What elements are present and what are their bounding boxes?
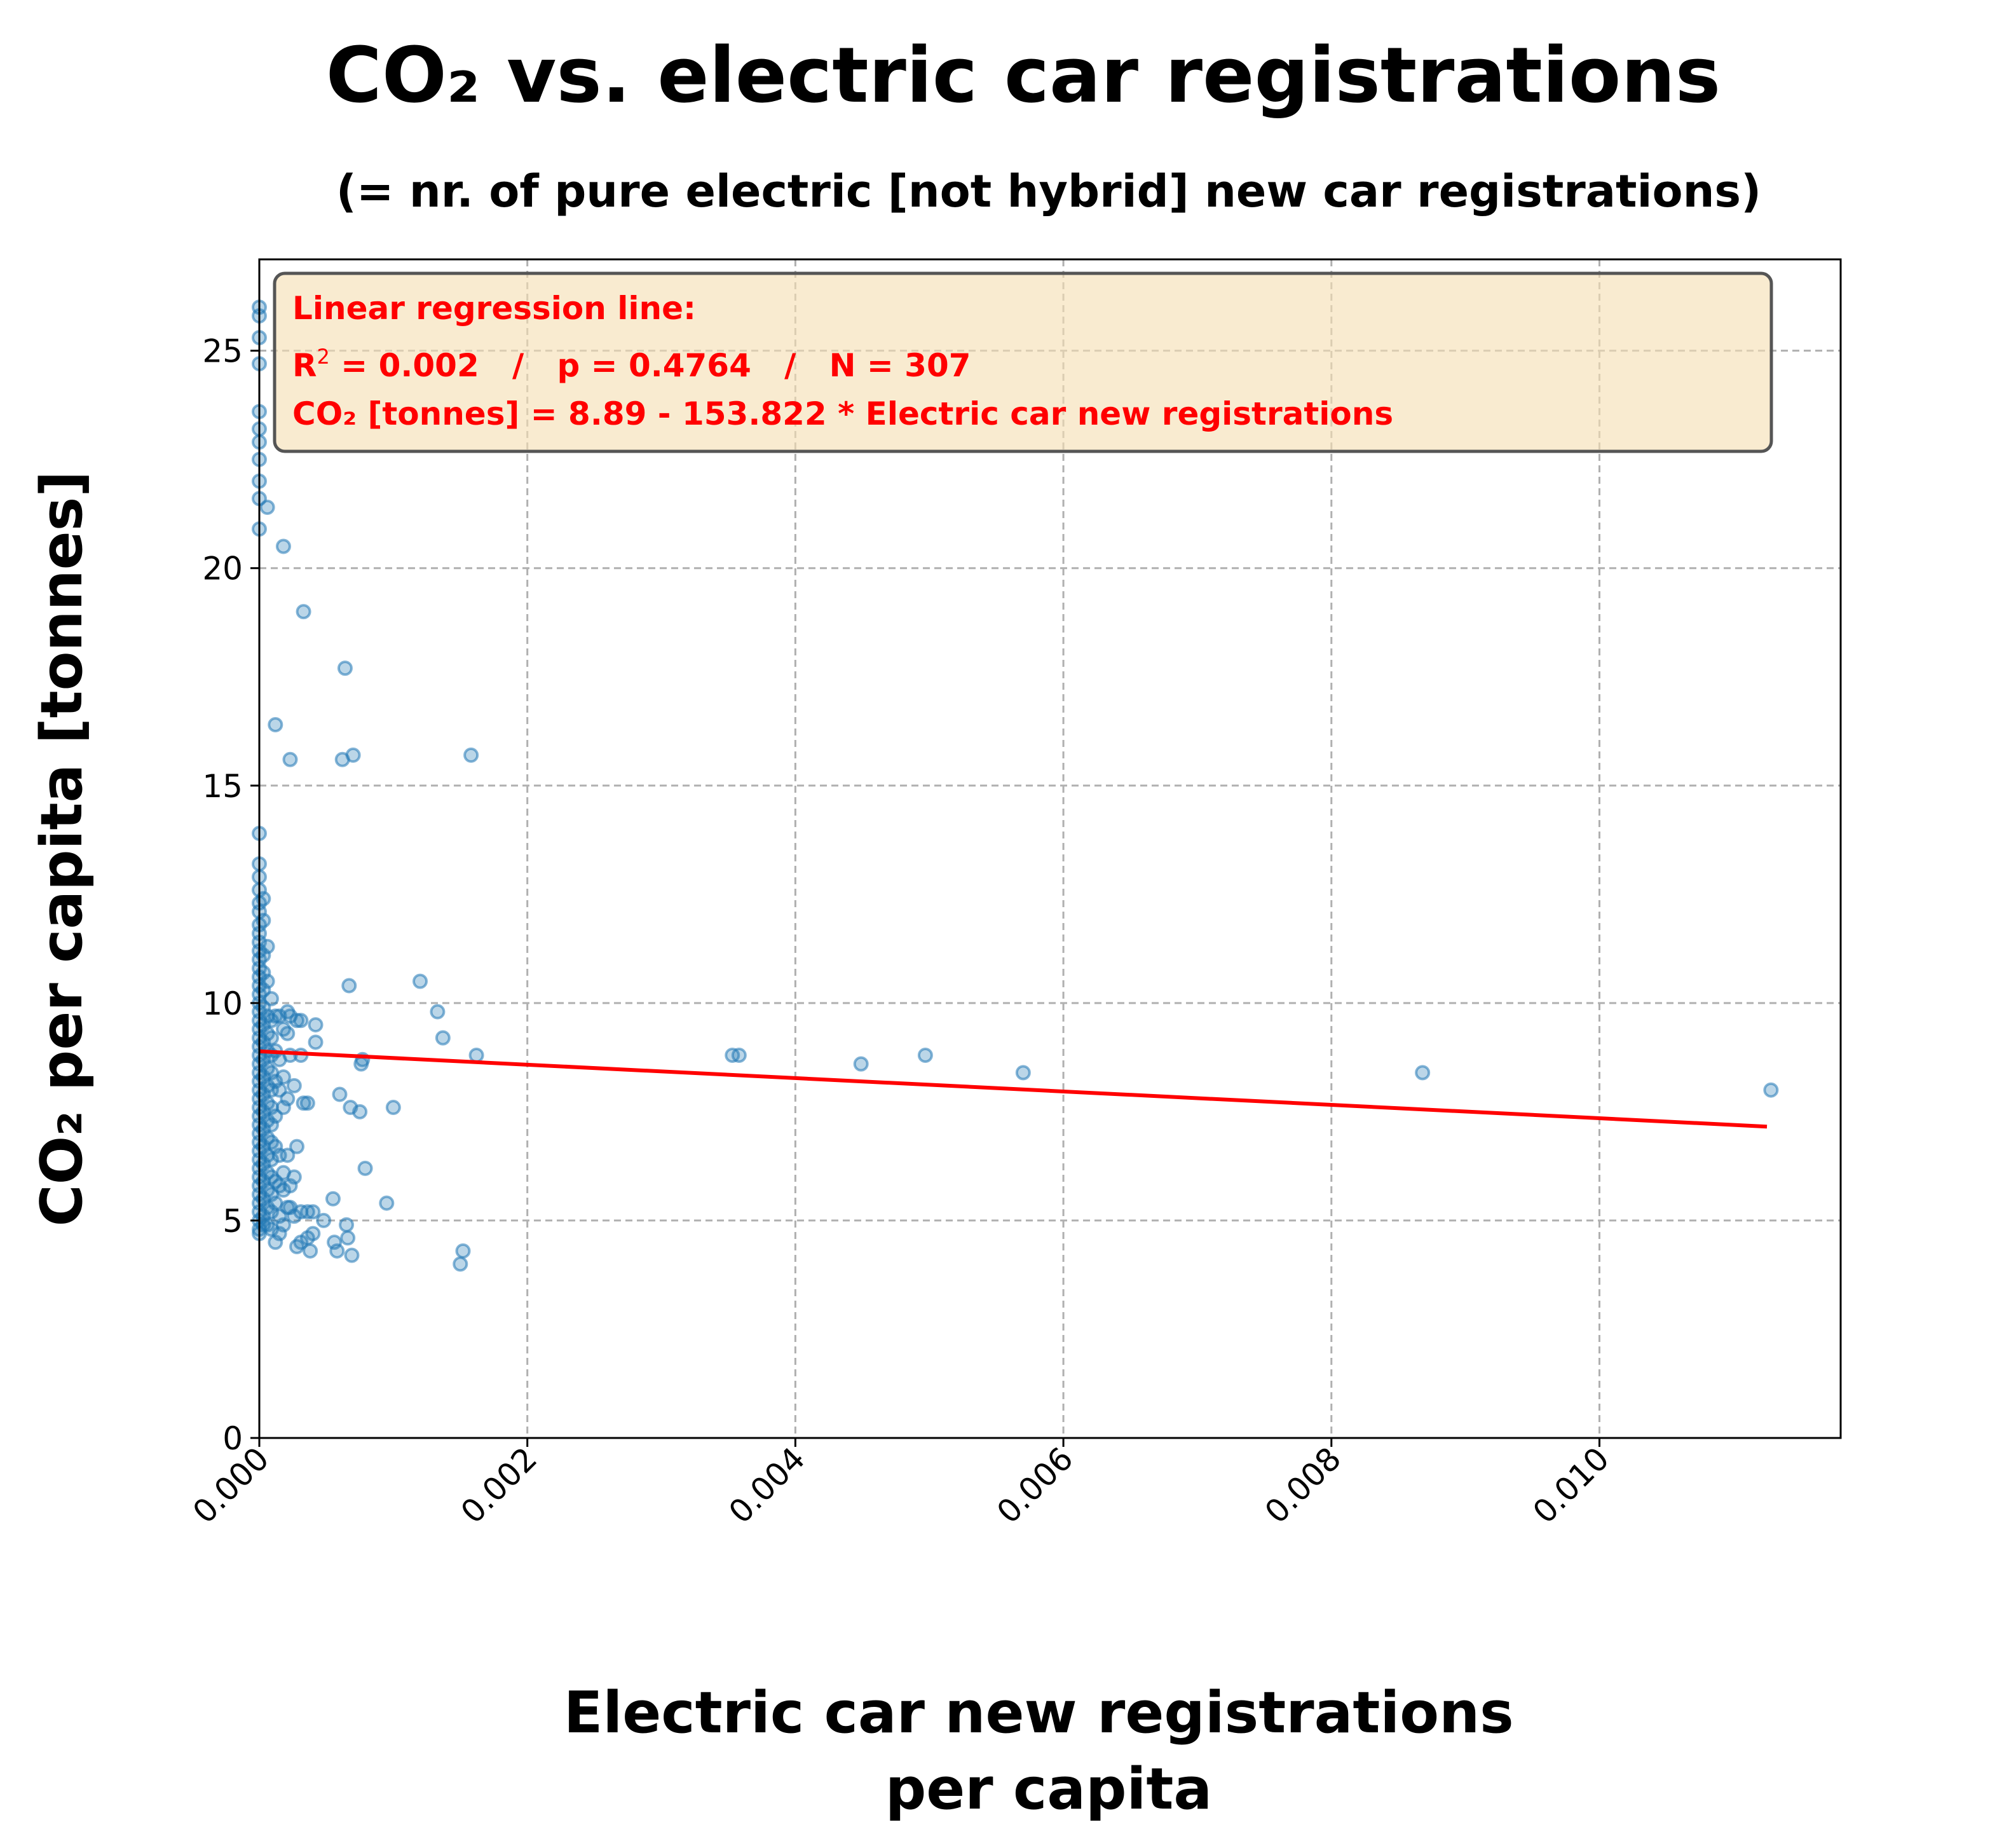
data-point xyxy=(344,1247,360,1263)
data-point xyxy=(316,1212,332,1228)
data-point xyxy=(1415,1065,1431,1081)
x-axis-label-line-2: per capita xyxy=(885,1756,1212,1823)
data-point xyxy=(339,1217,355,1233)
data-point xyxy=(259,938,275,954)
data-point xyxy=(379,1195,395,1211)
data-point xyxy=(853,1056,869,1072)
y-tick-label: 5 xyxy=(222,1203,243,1240)
x-tick-label: 0.002 xyxy=(454,1440,544,1530)
data-point xyxy=(308,1017,324,1033)
regression-layer xyxy=(259,1049,1768,1129)
data-point xyxy=(352,1104,368,1119)
data-point xyxy=(1015,1065,1031,1081)
y-tick-label: 10 xyxy=(202,985,243,1022)
data-point xyxy=(293,1013,309,1029)
data-point xyxy=(1763,1082,1779,1098)
data-point xyxy=(305,1204,321,1220)
data-point xyxy=(296,604,311,620)
data-point xyxy=(280,1025,296,1041)
y-tick-label: 15 xyxy=(202,768,243,805)
x-tick-label: 0.010 xyxy=(1526,1440,1616,1530)
data-point xyxy=(263,1030,279,1046)
data-point xyxy=(332,1086,348,1102)
data-point xyxy=(731,1047,747,1063)
data-point xyxy=(340,1230,356,1246)
data-point xyxy=(275,1217,291,1233)
annotation-r-superscript: 2 xyxy=(317,345,330,369)
data-point xyxy=(268,717,283,733)
data-point xyxy=(435,1030,451,1046)
x-tick-label: 0.008 xyxy=(1258,1440,1348,1530)
data-point xyxy=(325,1191,341,1207)
data-point xyxy=(463,747,479,763)
data-point xyxy=(282,751,298,767)
data-point xyxy=(345,747,361,763)
plot-frame xyxy=(258,258,1842,1439)
y-tick-label: 0 xyxy=(222,1420,243,1457)
data-point xyxy=(263,1152,279,1168)
annotation-r: R xyxy=(292,347,317,384)
data-point xyxy=(917,1047,933,1063)
data-point xyxy=(385,1100,401,1116)
data-point xyxy=(299,1095,315,1111)
data-points xyxy=(252,299,1779,1272)
annotation-line-2: R2 = 0.002 / p = 0.4764 / N = 307 xyxy=(292,345,971,384)
y-tick-label: 20 xyxy=(202,551,243,587)
x-axis-label-line-1: Electric car new registrations xyxy=(564,1680,1514,1746)
annotation-line-1: Linear regression line: xyxy=(292,290,696,327)
data-point xyxy=(259,499,275,515)
x-axis-label: Electric car new registrations per capit… xyxy=(564,1680,1534,1823)
data-point xyxy=(286,1078,302,1093)
data-point xyxy=(455,1243,471,1259)
data-point xyxy=(280,1147,296,1163)
data-point xyxy=(305,1226,321,1242)
chart-subtitle: (= nr. of pure electric [not hybrid] new… xyxy=(336,165,1761,217)
data-point xyxy=(275,538,291,554)
data-point xyxy=(275,1069,291,1085)
data-point xyxy=(468,1047,484,1063)
data-point xyxy=(308,1034,324,1050)
data-point xyxy=(263,991,279,1007)
annotation-box-background xyxy=(273,271,1773,453)
annotation-box: Linear regression line: R2 = 0.002 / p =… xyxy=(273,271,1773,453)
data-point xyxy=(337,660,353,676)
data-point xyxy=(341,978,357,994)
annotation-line-3: CO₂ [tonnes] = 8.89 - 153.822 * Electric… xyxy=(292,395,1393,432)
data-point xyxy=(259,973,275,989)
y-axis-label: CO₂ per capita [tonnes] xyxy=(29,471,95,1227)
regression-line xyxy=(259,1049,1768,1129)
data-point xyxy=(289,1139,305,1154)
data-point xyxy=(271,1008,287,1024)
data-point xyxy=(286,1169,302,1185)
data-point xyxy=(329,1243,345,1259)
data-point xyxy=(357,1160,373,1176)
chart-title: CO₂ vs. electric car registrations xyxy=(326,32,1721,120)
data-point xyxy=(303,1243,318,1259)
annotation-stats: = 0.002 / p = 0.4764 / N = 307 xyxy=(330,347,971,384)
data-point xyxy=(280,1091,296,1107)
data-point xyxy=(453,1256,468,1272)
x-tick-label: 0.004 xyxy=(722,1440,812,1530)
y-tick-label: 25 xyxy=(202,333,243,370)
data-point xyxy=(430,1004,446,1020)
data-point xyxy=(412,973,428,989)
x-tick-label: 0.006 xyxy=(990,1440,1080,1530)
